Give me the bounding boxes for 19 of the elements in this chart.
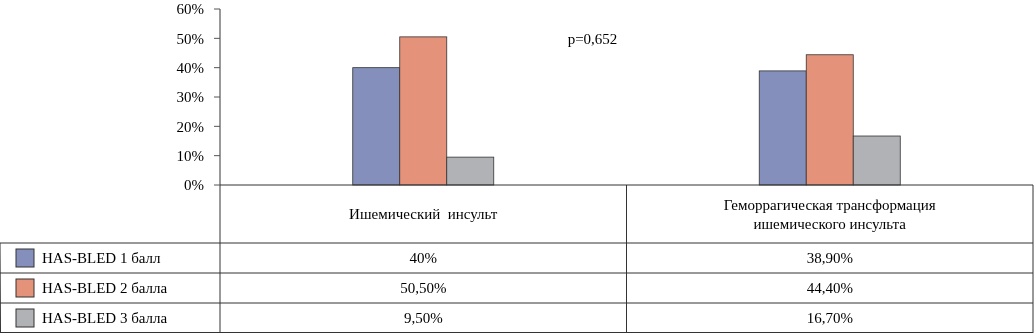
data-label: 38,90% <box>806 250 853 267</box>
y-tick-label: 10% <box>176 147 204 164</box>
legend-label: HAS-BLED 2 балла <box>42 280 168 297</box>
legend-label: HAS-BLED 1 балл <box>42 250 162 267</box>
y-tick-label: 60% <box>176 1 204 18</box>
data-label: 9,50% <box>403 310 443 327</box>
data-label: 50,50% <box>400 280 447 297</box>
legend-label: HAS-BLED 3 балла <box>42 310 168 327</box>
y-tick-label: 20% <box>176 118 204 135</box>
data-label: 44,40% <box>806 280 853 297</box>
x-tick-label: Ишемический инсульт <box>349 206 498 223</box>
y-tick-label: 40% <box>176 59 204 76</box>
annotation: p=0,652 <box>567 31 618 47</box>
x-tick-label: Геморрагическая трансформация ишемического инсульта <box>723 196 936 232</box>
data-label: 40% <box>409 250 437 267</box>
y-tick-label: 0% <box>184 177 204 194</box>
data-label: 16,70% <box>806 310 853 327</box>
y-tick-label: 50% <box>176 30 204 47</box>
y-tick-label: 30% <box>176 89 204 106</box>
